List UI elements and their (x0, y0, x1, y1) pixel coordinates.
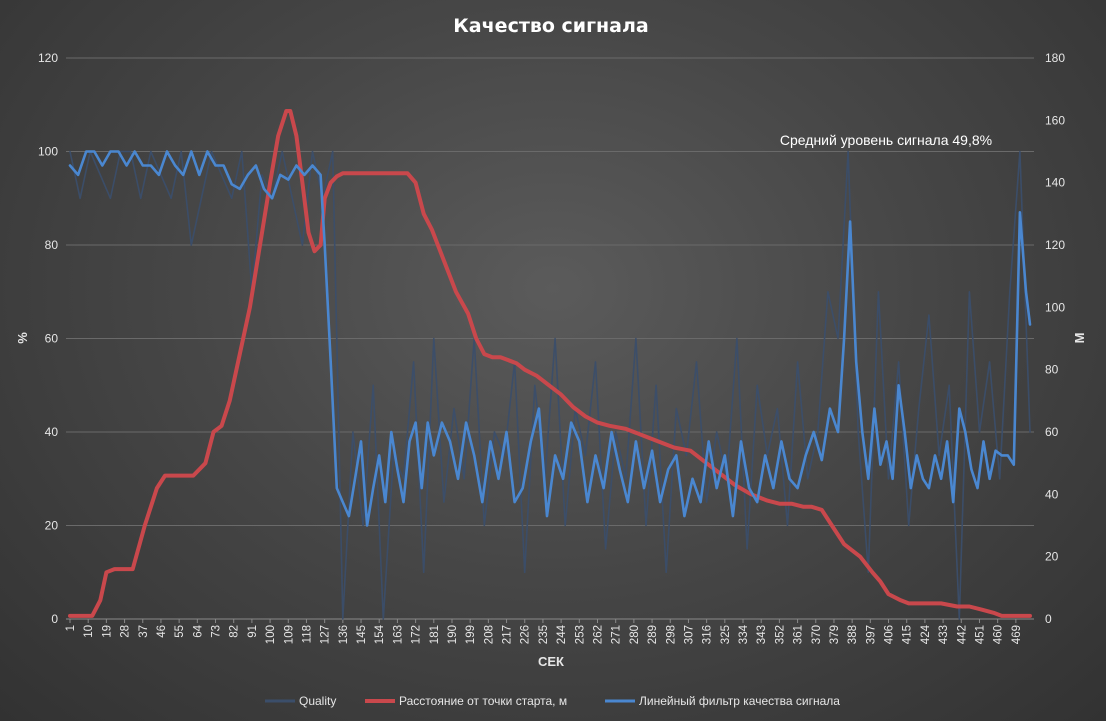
x-tick-label-23: 208 (483, 625, 495, 644)
x-tick-label-45: 406 (884, 625, 896, 644)
left-axis-ticks: 0 20 40 60 80 100 120 (38, 51, 58, 626)
x-tick-label-13: 118 (301, 625, 313, 643)
x-axis-label: СЕК (538, 654, 564, 669)
x-tick-label-48: 433 (938, 625, 950, 644)
x-tick-label-44: 397 (865, 625, 877, 644)
x-tick-label-12: 109 (283, 625, 295, 644)
x-tick-label-51: 460 (993, 625, 1005, 644)
x-tick-label-31: 280 (629, 625, 641, 644)
left-tick-label-6: 120 (38, 51, 58, 65)
legend: Quality Расстояние от точки старта, м Лине… (265, 694, 840, 708)
y-axis-label-right: М (1072, 333, 1087, 344)
x-tick-label-4: 37 (138, 625, 150, 638)
series-line-1 (68, 109, 1032, 618)
series-2-group (68, 150, 1032, 527)
series-line-0 (69, 150, 1031, 620)
x-tick-label-36: 325 (720, 625, 732, 644)
legend-label-1: Расстояние от точки старта, м (399, 694, 567, 708)
legend-label-0: Quality (299, 694, 336, 708)
x-tick-label-35: 316 (702, 625, 714, 644)
x-tick-label-14: 127 (320, 625, 332, 644)
gridlines (66, 57, 1034, 620)
right-tick-label-9: 180 (1045, 51, 1065, 65)
chart-title: Качество сигнала (453, 15, 648, 37)
x-tick-label-6: 55 (174, 625, 186, 638)
x-tick-label-1: 10 (83, 625, 95, 638)
y-axis-label-left: % (15, 332, 30, 344)
series-0-group (69, 150, 1031, 620)
x-tick-label-43: 388 (847, 625, 859, 644)
x-tick-label-40: 361 (793, 625, 805, 644)
right-tick-label-2: 40 (1045, 487, 1059, 501)
right-tick-label-6: 120 (1045, 238, 1065, 252)
x-tick-label-39: 352 (774, 625, 786, 644)
x-tick-label-19: 172 (411, 625, 423, 644)
x-tick-label-20: 181 (429, 625, 441, 644)
x-tick-label-30: 271 (611, 625, 623, 644)
x-tick-label-37: 334 (738, 624, 750, 644)
x-tick-label-22: 199 (465, 625, 477, 644)
x-tick-label-24: 217 (502, 625, 514, 644)
x-tick-label-28: 253 (574, 625, 586, 644)
series-layer (68, 109, 1032, 620)
x-tick-label-42: 379 (829, 625, 841, 644)
x-tick-label-29: 262 (592, 625, 604, 644)
x-tick-label-15: 136 (338, 625, 350, 644)
average-signal-annotation: Средний уровень сигнала 49,8% (780, 132, 992, 148)
right-tick-label-8: 160 (1045, 113, 1065, 127)
x-tick-label-27: 244 (556, 624, 568, 644)
right-tick-label-7: 140 (1045, 176, 1065, 190)
left-tick-label-4: 80 (45, 238, 59, 252)
x-tick-label-0: 1 (65, 625, 77, 631)
x-tick-label-16: 145 (356, 625, 368, 644)
x-tick-label-8: 73 (211, 625, 223, 638)
x-tick-label-46: 415 (902, 625, 914, 644)
left-tick-label-2: 40 (45, 425, 59, 439)
right-tick-label-4: 80 (1045, 363, 1059, 377)
right-tick-label-0: 0 (1045, 612, 1052, 626)
x-tick-label-47: 424 (920, 624, 932, 644)
x-axis-ticks: 1 10 19 28 37 46 55 64 73 82 91 100 109 118 127 136 145 1… (65, 619, 1023, 644)
x-tick-label-17: 154 (374, 624, 386, 644)
x-tick-label-7: 64 (192, 624, 204, 637)
x-tick-label-52: 469 (1011, 625, 1023, 644)
x-tick-label-25: 226 (520, 625, 532, 644)
right-axis-ticks: 0 20 40 60 80 100 120 140 160 180 (1045, 51, 1065, 626)
left-tick-label-1: 20 (45, 519, 59, 533)
x-tick-label-33: 298 (665, 625, 677, 644)
x-tick-label-41: 370 (811, 625, 823, 644)
x-tick-label-10: 91 (247, 625, 259, 638)
x-tick-label-18: 163 (392, 625, 404, 644)
x-tick-label-34: 307 (683, 625, 695, 644)
x-tick-label-50: 451 (974, 625, 986, 644)
left-tick-label-3: 60 (45, 332, 59, 346)
series-1-group (68, 109, 1032, 618)
x-tick-label-38: 343 (756, 625, 768, 644)
x-tick-label-9: 82 (229, 625, 241, 638)
x-tick-label-5: 46 (156, 625, 168, 638)
right-tick-label-3: 60 (1045, 425, 1059, 439)
left-tick-label-5: 100 (38, 145, 58, 159)
x-tick-label-26: 235 (538, 625, 550, 644)
legend-label-2: Линейный фильтр качества сигнала (639, 694, 840, 708)
x-tick-label-32: 289 (647, 625, 659, 644)
x-tick-label-49: 442 (956, 625, 968, 644)
x-tick-label-2: 19 (101, 625, 113, 638)
series-line-2 (68, 150, 1032, 527)
x-tick-label-11: 100 (265, 625, 277, 644)
x-tick-label-3: 28 (120, 625, 132, 638)
right-tick-label-5: 100 (1045, 300, 1065, 314)
right-tick-label-1: 20 (1045, 550, 1059, 564)
left-tick-label-0: 0 (51, 612, 58, 626)
x-tick-label-21: 190 (447, 625, 459, 644)
